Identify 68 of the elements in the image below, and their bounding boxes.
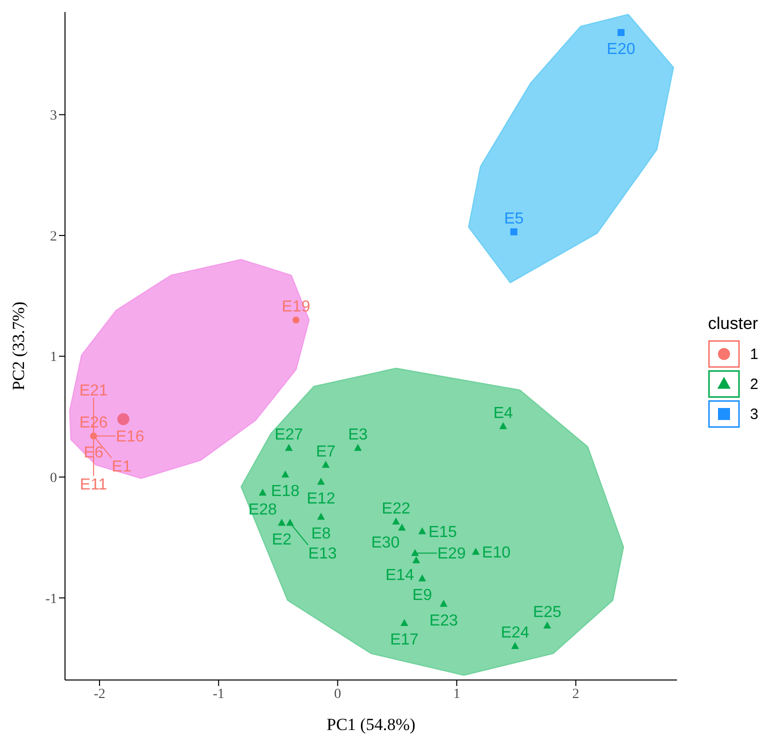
annotation: E27 — [274, 426, 304, 444]
annotation: E24 — [500, 624, 530, 642]
point — [499, 422, 508, 430]
annotation: E16 — [116, 428, 144, 446]
annotation: E21 — [79, 382, 108, 400]
x-tick-label: 0 — [334, 686, 342, 702]
point — [543, 621, 552, 628]
point — [440, 600, 448, 607]
y-tick-label: 1 — [50, 350, 57, 366]
x-tick-label: -2 — [94, 686, 106, 702]
annotation: E25 — [532, 604, 562, 622]
point — [618, 29, 625, 36]
point — [284, 444, 293, 451]
point — [354, 444, 362, 451]
point — [418, 574, 426, 582]
point — [281, 470, 290, 478]
annotation: E28 — [248, 501, 277, 518]
legend-label: 3 — [750, 406, 758, 422]
point — [317, 478, 325, 485]
annotation: E22 — [382, 500, 410, 518]
point — [322, 460, 330, 468]
point — [258, 488, 266, 496]
annotation: E3 — [348, 426, 368, 444]
annotation: E12 — [306, 490, 336, 508]
x-tick-label: 1 — [453, 686, 460, 702]
annotation: E11 — [80, 476, 108, 494]
legend-label: 2 — [750, 376, 758, 392]
point — [511, 642, 519, 649]
annotation: E15 — [428, 524, 458, 541]
y-tick-label: 3 — [50, 108, 57, 124]
annotation: E14 — [386, 566, 414, 584]
annotation: E30 — [371, 534, 400, 552]
annotation: E1 — [112, 458, 132, 476]
point — [412, 556, 420, 564]
x-axis-title: PC1 (54.8%) — [326, 715, 416, 734]
annotation: E20 — [606, 41, 636, 58]
point — [400, 619, 408, 626]
point — [411, 548, 419, 556]
x-tick-label: -1 — [212, 686, 224, 702]
point — [317, 512, 325, 520]
point — [510, 228, 518, 236]
annotation: E9 — [412, 587, 432, 604]
y-axis-title: PC2 (33.7%) — [9, 302, 28, 390]
y-tick-label: 2 — [50, 229, 57, 244]
point — [392, 518, 400, 525]
annotation: E8 — [311, 525, 331, 542]
annotation: E7 — [316, 443, 336, 460]
annotation: E29 — [437, 546, 466, 563]
y-tick-label: 0 — [50, 471, 57, 486]
x-tick-label: 2 — [572, 686, 580, 702]
annotation: E5 — [504, 210, 524, 228]
point — [286, 518, 294, 526]
point — [292, 316, 300, 324]
annotation: E10 — [482, 544, 511, 562]
y-tick-label: -1 — [45, 592, 57, 607]
point — [278, 518, 286, 526]
point — [472, 548, 480, 555]
legend-title: cluster — [708, 314, 758, 334]
annotation: E13 — [308, 545, 337, 562]
annotation: E18 — [271, 483, 300, 500]
annotation: E2 — [272, 531, 292, 548]
annotation: E23 — [429, 612, 458, 630]
point — [398, 524, 406, 531]
annotation: E4 — [493, 404, 514, 422]
legend-label: 1 — [750, 346, 758, 362]
point — [418, 527, 426, 534]
point — [117, 413, 130, 426]
annotation: E17 — [390, 632, 419, 649]
